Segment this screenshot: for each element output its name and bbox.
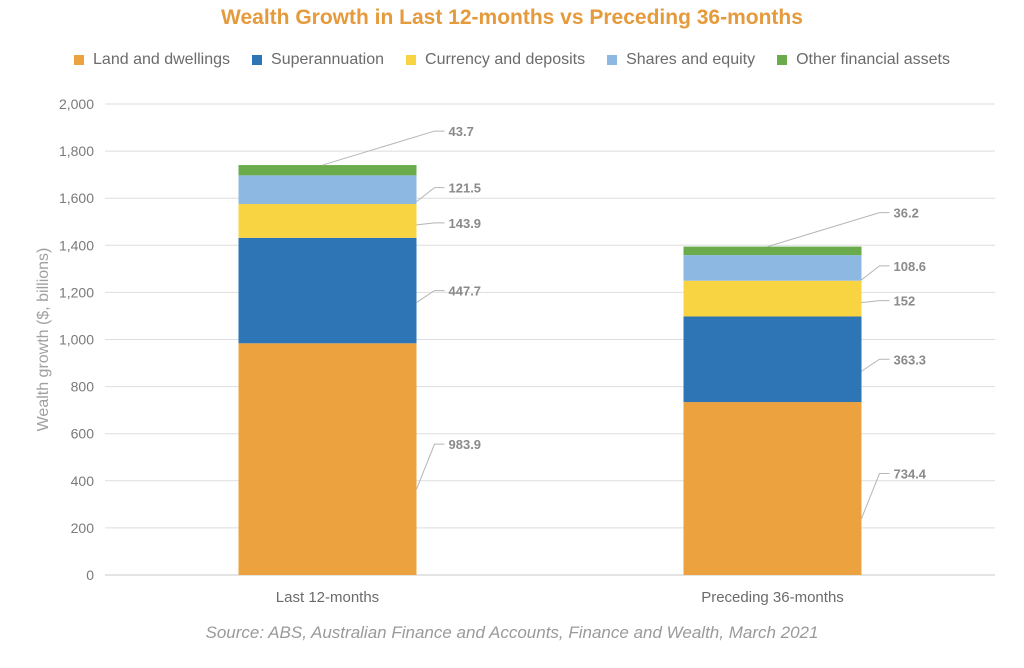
- data-label-leader: [416, 222, 445, 226]
- legend-swatch: [777, 55, 788, 65]
- bar-segment-superannuation: [238, 237, 417, 344]
- data-label: 983.9: [449, 437, 482, 452]
- data-label: 363.3: [894, 352, 927, 367]
- legend-swatch: [74, 55, 85, 65]
- bar-segment-shares-and-equity: [238, 175, 417, 204]
- legend-label: Currency and deposits: [425, 51, 586, 68]
- bar-segment-land-and-dwellings: [683, 402, 862, 575]
- data-label-leader: [861, 358, 890, 372]
- data-label-leader: [416, 290, 445, 303]
- y-tick-label: 400: [71, 473, 95, 489]
- data-label: 447.7: [449, 284, 482, 299]
- legend-item-other-financial-assets: Other financial assets: [777, 51, 950, 69]
- legend-label: Shares and equity: [626, 51, 756, 68]
- legend-item-superannuation: Superannuation: [252, 51, 384, 69]
- bar-segment-land-and-dwellings: [238, 343, 417, 575]
- bar-segment-currency-and-deposits: [683, 280, 862, 317]
- data-label-leader: [861, 473, 890, 519]
- y-tick-label: 2,000: [59, 96, 94, 112]
- data-label: 143.9: [449, 216, 482, 231]
- data-label: 108.6: [894, 259, 927, 274]
- data-label-leader: [861, 300, 890, 304]
- y-axis-title: Wealth growth ($, billions): [35, 248, 52, 432]
- x-tick-label: Last 12-months: [276, 589, 379, 606]
- y-tick-label: 1,600: [59, 190, 94, 206]
- x-tick-label: Preceding 36-months: [701, 589, 844, 606]
- legend-item-land-and-dwellings: Land and dwellings: [74, 51, 230, 69]
- bar-segment-other-financial-assets: [238, 165, 417, 176]
- y-tick-label: 0: [86, 567, 94, 583]
- data-label-leader: [416, 443, 445, 490]
- data-label: 121.5: [449, 181, 482, 196]
- legend-swatch: [607, 55, 618, 65]
- data-label: 36.2: [894, 206, 919, 221]
- data-label: 43.7: [449, 124, 474, 139]
- y-tick-label: 1,800: [59, 143, 94, 159]
- bar-segment-currency-and-deposits: [238, 203, 417, 238]
- y-tick-label: 200: [71, 520, 95, 536]
- y-tick-label: 800: [71, 379, 95, 395]
- legend-label: Other financial assets: [796, 51, 950, 68]
- y-tick-label: 1,200: [59, 284, 94, 300]
- legend-item-currency-and-deposits: Currency and deposits: [406, 51, 585, 69]
- data-label-leader: [416, 187, 445, 203]
- y-tick-label: 1,400: [59, 237, 94, 253]
- legend: Land and dwellings Superannuation Currency…: [0, 51, 1024, 69]
- y-tick-label: 1,000: [59, 332, 94, 348]
- data-label: 734.4: [894, 467, 927, 482]
- legend-swatch: [406, 55, 417, 65]
- legend-swatch: [252, 55, 263, 65]
- data-label-leader: [767, 212, 890, 248]
- chart-title: Wealth Growth in Last 12-months vs Prece…: [221, 6, 803, 29]
- bar-segment-superannuation: [683, 316, 862, 403]
- data-label-leader: [322, 130, 445, 166]
- bar-segment-shares-and-equity: [683, 255, 862, 281]
- source-note: Source: ABS, Australian Finance and Acco…: [205, 623, 819, 642]
- legend-item-shares-and-equity: Shares and equity: [607, 51, 755, 69]
- y-tick-label: 600: [71, 426, 95, 442]
- legend-label: Land and dwellings: [93, 51, 231, 68]
- legend-label: Superannuation: [271, 51, 385, 68]
- data-label: 152: [894, 294, 916, 309]
- data-label-leader: [861, 265, 890, 281]
- bar-segment-other-financial-assets: [683, 246, 862, 256]
